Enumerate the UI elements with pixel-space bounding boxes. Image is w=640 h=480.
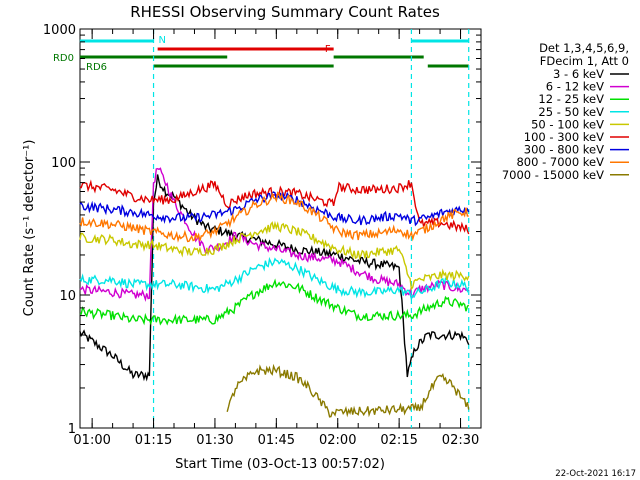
flag-label-n: N — [159, 35, 166, 46]
y-tick-label: 100 — [51, 156, 76, 171]
legend-header-line-1: Det 1,3,4,5,6,9, — [539, 41, 629, 55]
series-line-5 — [79, 179, 470, 235]
y-tick-label: 1 — [68, 422, 76, 437]
legend-entry-label: 6 - 12 keV — [546, 80, 604, 94]
legend: Det 1,3,4,5,6,9, FDecim 1, Att 0 3 - 6 k… — [502, 41, 629, 182]
y-tick-label: 1000 — [43, 23, 76, 38]
flag-label-f: F — [325, 44, 331, 55]
series-line-8 — [226, 363, 470, 418]
series-line-4 — [79, 220, 470, 291]
x-axis: 01:00 01:15 01:30 01:45 02:00 02:15 02:30 — [73, 29, 482, 448]
legend-entry-label: 7000 - 15000 keV — [502, 168, 604, 182]
legend-entry-label: 100 - 300 keV — [524, 130, 604, 144]
flag-label-rd6: RD6 — [86, 62, 107, 73]
x-axis-label: Start Time (03-Oct-13 00:57:02) — [175, 457, 385, 472]
series-line-3 — [79, 256, 470, 302]
x-tick-label: 01:30 — [196, 433, 233, 448]
x-tick-label: 01:45 — [258, 433, 295, 448]
legend-entry-label: 50 - 100 keV — [531, 117, 604, 131]
x-tick-label: 01:15 — [135, 433, 172, 448]
series-line-0 — [79, 174, 470, 382]
legend-header-line-2: FDecim 1, Att 0 — [540, 54, 629, 68]
y-axis-label: Count Rate (s⁻¹ detector⁻¹) — [22, 140, 37, 317]
series-lines — [79, 167, 470, 418]
series-line-6 — [79, 191, 470, 227]
series-line-2 — [79, 278, 470, 326]
series-line-7 — [79, 191, 469, 243]
legend-entry-label: 25 - 50 keV — [538, 105, 604, 119]
y-tick-label: 10 — [59, 289, 76, 304]
series-line-1 — [79, 167, 469, 303]
x-tick-label: 02:00 — [319, 433, 356, 448]
y-axis: 1 10 100 1000 — [43, 23, 481, 437]
x-tick-label: 02:15 — [380, 433, 417, 448]
legend-entry-label: 800 - 7000 keV — [516, 155, 604, 169]
legend-entry-label: 3 - 6 keV — [553, 67, 604, 81]
legend-entry-label: 12 - 25 keV — [538, 92, 604, 106]
x-tick-label: 01:00 — [73, 433, 110, 448]
x-tick-label: 02:30 — [442, 433, 479, 448]
flag-bars: N F RD0 RD6 — [53, 35, 469, 73]
legend-entry-label: 300 - 800 keV — [524, 143, 604, 157]
footer-timestamp: 22-Oct-2021 16:17 — [555, 469, 636, 479]
chart-title: RHESSI Observing Summary Count Rates — [130, 3, 440, 21]
flag-label-rd0: RD0 — [53, 53, 74, 64]
plot-frame — [79, 28, 482, 429]
